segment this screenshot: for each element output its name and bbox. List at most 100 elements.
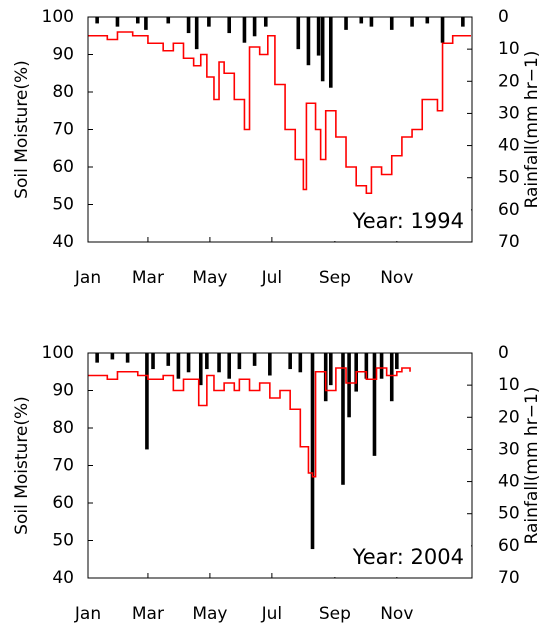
rain-bar [166,353,171,366]
y2-tick-label: 10 [498,39,520,59]
rain-bar [186,353,191,373]
rain-bar [252,17,257,37]
rain-bar [198,353,203,386]
rain-bar [389,353,394,402]
y-tick-label: 100 [42,343,74,363]
x-tick-label: Jan [74,604,101,624]
annotation-box [332,200,471,241]
y-tick-label: 80 [52,82,74,102]
y2-tick-label: 70 [498,232,520,252]
rain-bar [364,353,369,379]
annotation-box [332,536,471,577]
rain-bar [341,353,345,485]
y-tick-label: 40 [52,232,74,252]
y-axis-title: Soil Moisture(%) [12,396,32,535]
rain-bar [242,17,247,43]
rain-bar [151,353,155,370]
rain-bar [135,17,140,24]
rain-bar [125,353,130,363]
rain-bar [347,353,351,418]
y-tick-label: 50 [52,195,74,215]
y-tick-label: 90 [52,45,74,65]
y-tick-label: 40 [52,568,74,588]
rain-bar [166,17,171,24]
rain-bar [440,17,445,43]
y2-axis-title: Rainfall(mm hr−1) [522,51,542,209]
y2-tick-label: 0 [498,7,509,27]
rain-bar [237,353,242,370]
rain-bar [298,353,303,373]
y-tick-label: 60 [52,157,74,177]
rain-bar [205,353,209,370]
rain-bar [207,17,211,27]
x-tick-label: Nov [380,604,413,624]
rain-bar [227,353,232,379]
y-tick-label: 50 [52,531,74,551]
year-annotation: Year: 2004 [352,545,464,569]
y-tick-label: 80 [52,418,74,438]
x-tick-label: Jul [261,268,283,288]
rain-bar [316,17,321,56]
rain-bar [389,17,394,30]
x-tick-label: Jul [261,604,283,624]
rain-bar [263,17,268,27]
x-tick-label: Mar [132,268,164,288]
rain-bar [194,17,199,50]
y2-tick-label: 20 [498,71,520,91]
y2-tick-label: 50 [498,504,520,524]
rain-bar [176,353,181,379]
x-tick-label: May [192,268,227,288]
rain-bar [145,353,149,450]
y2-axis-title: Rainfall(mm hr−1) [522,387,542,545]
rain-bar [306,17,311,66]
rain-bar [288,353,292,370]
rain-bar [252,353,257,366]
rain-bar [320,17,325,82]
rain-bar [328,353,333,386]
year-annotation: Year: 1994 [352,209,464,233]
y2-tick-label: 40 [498,472,520,492]
y2-tick-label: 60 [498,536,520,556]
y2-tick-label: 70 [498,568,520,588]
rain-bar [296,17,301,50]
rain-bar [344,17,348,30]
rain-bar [410,17,414,27]
rain-bar [110,353,115,360]
rain-bar [186,17,191,34]
y2-tick-label: 0 [498,343,509,363]
rain-bar [95,17,99,24]
y2-tick-label: 30 [498,103,520,123]
x-tick-label: May [192,604,227,624]
rain-bar [95,353,99,363]
x-tick-label: Mar [132,604,164,624]
y2-tick-label: 20 [498,407,520,427]
rain-bar [461,17,465,27]
y2-tick-label: 40 [498,136,520,156]
rain-bar [425,17,430,24]
y-tick-label: 90 [52,381,74,401]
y2-tick-label: 60 [498,200,520,220]
rain-bar [144,17,148,30]
y2-tick-label: 30 [498,439,520,459]
x-tick-label: Nov [380,268,413,288]
y-tick-label: 100 [42,7,74,27]
rain-bar [359,17,364,24]
rain-bar [395,353,399,370]
rain-bar [217,353,221,373]
rain-bar [372,353,377,456]
moisture-line [88,367,411,478]
y-tick-label: 70 [52,120,74,140]
x-tick-label: Sep [319,268,351,288]
y-tick-label: 70 [52,456,74,476]
moisture-line [88,31,471,195]
x-tick-label: Sep [319,604,351,624]
y-tick-label: 60 [52,493,74,513]
rain-bar [328,17,333,88]
rain-bar [115,17,120,27]
rain-bar [268,353,272,376]
y-axis-title: Soil Moisture(%) [12,60,32,199]
rain-bar [379,353,384,379]
rain-bar [227,17,232,34]
x-tick-label: Jan [74,268,101,288]
